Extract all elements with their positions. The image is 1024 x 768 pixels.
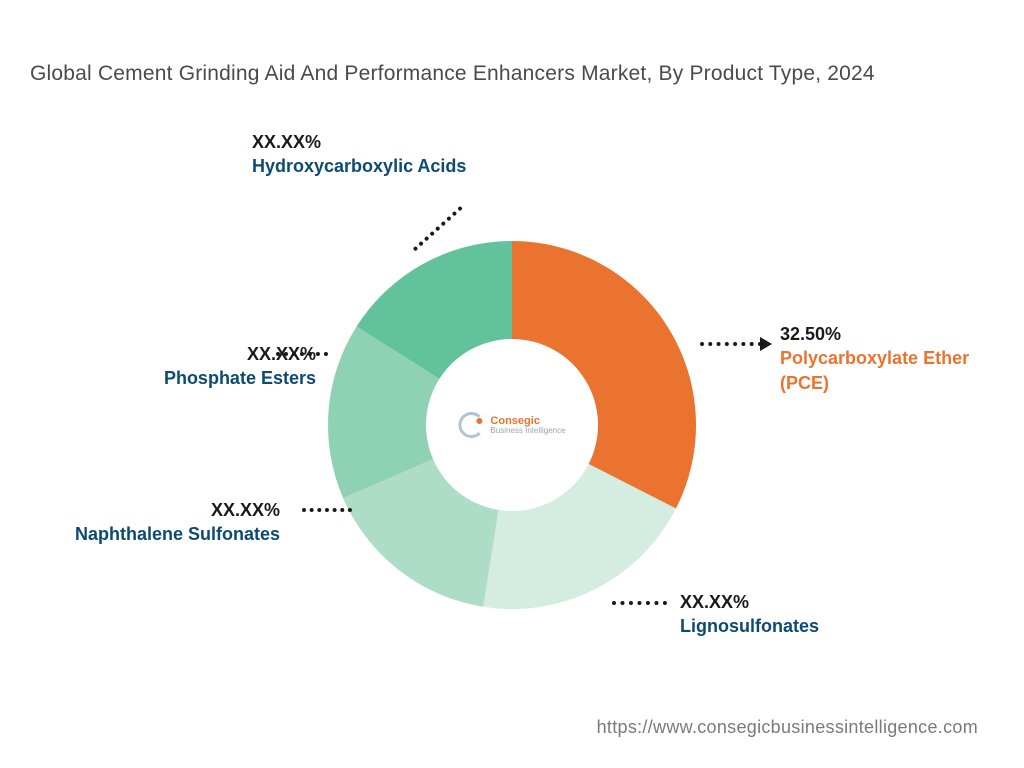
leader-ligno [612, 601, 667, 605]
name-pce: Polycarboxylate Ether(PCE) [780, 346, 969, 395]
pct-ligno: XX.XX% [680, 590, 819, 614]
logo-text: Consegic Business Intelligence [490, 415, 565, 436]
leader-naph [302, 508, 352, 512]
chart-title: Global Cement Grinding Aid And Performan… [30, 62, 875, 86]
label-hydroxy: XX.XX%Hydroxycarboxylic Acids [252, 130, 466, 179]
pct-pce: 32.50% [780, 322, 969, 346]
logo-line2: Business Intelligence [490, 427, 565, 436]
pct-phos: XX.XX% [96, 342, 316, 366]
leader-pce [700, 342, 762, 346]
center-logo: Consegic Business Intelligence [458, 412, 565, 438]
label-naph: XX.XX%Naphthalene Sulfonates [60, 498, 280, 547]
label-phos: XX.XX%Phosphate Esters [96, 342, 316, 391]
footer-url: https://www.consegicbusinessintelligence… [597, 717, 978, 738]
label-ligno: XX.XX%Lignosulfonates [680, 590, 819, 639]
name-hydroxy: Hydroxycarboxylic Acids [252, 154, 466, 178]
pct-hydroxy: XX.XX% [252, 130, 466, 154]
donut-chart: Consegic Business Intelligence 32.50%Pol… [0, 150, 1024, 700]
name-naph: Naphthalene Sulfonates [60, 522, 280, 546]
arrow-icon [760, 337, 772, 351]
name-phos: Phosphate Esters [96, 366, 316, 390]
name-ligno: Lignosulfonates [680, 614, 819, 638]
logo-line1: Consegic [490, 415, 565, 427]
label-pce: 32.50%Polycarboxylate Ether(PCE) [780, 322, 969, 395]
slice-pce [512, 241, 696, 509]
logo-icon [458, 412, 484, 438]
pct-naph: XX.XX% [60, 498, 280, 522]
